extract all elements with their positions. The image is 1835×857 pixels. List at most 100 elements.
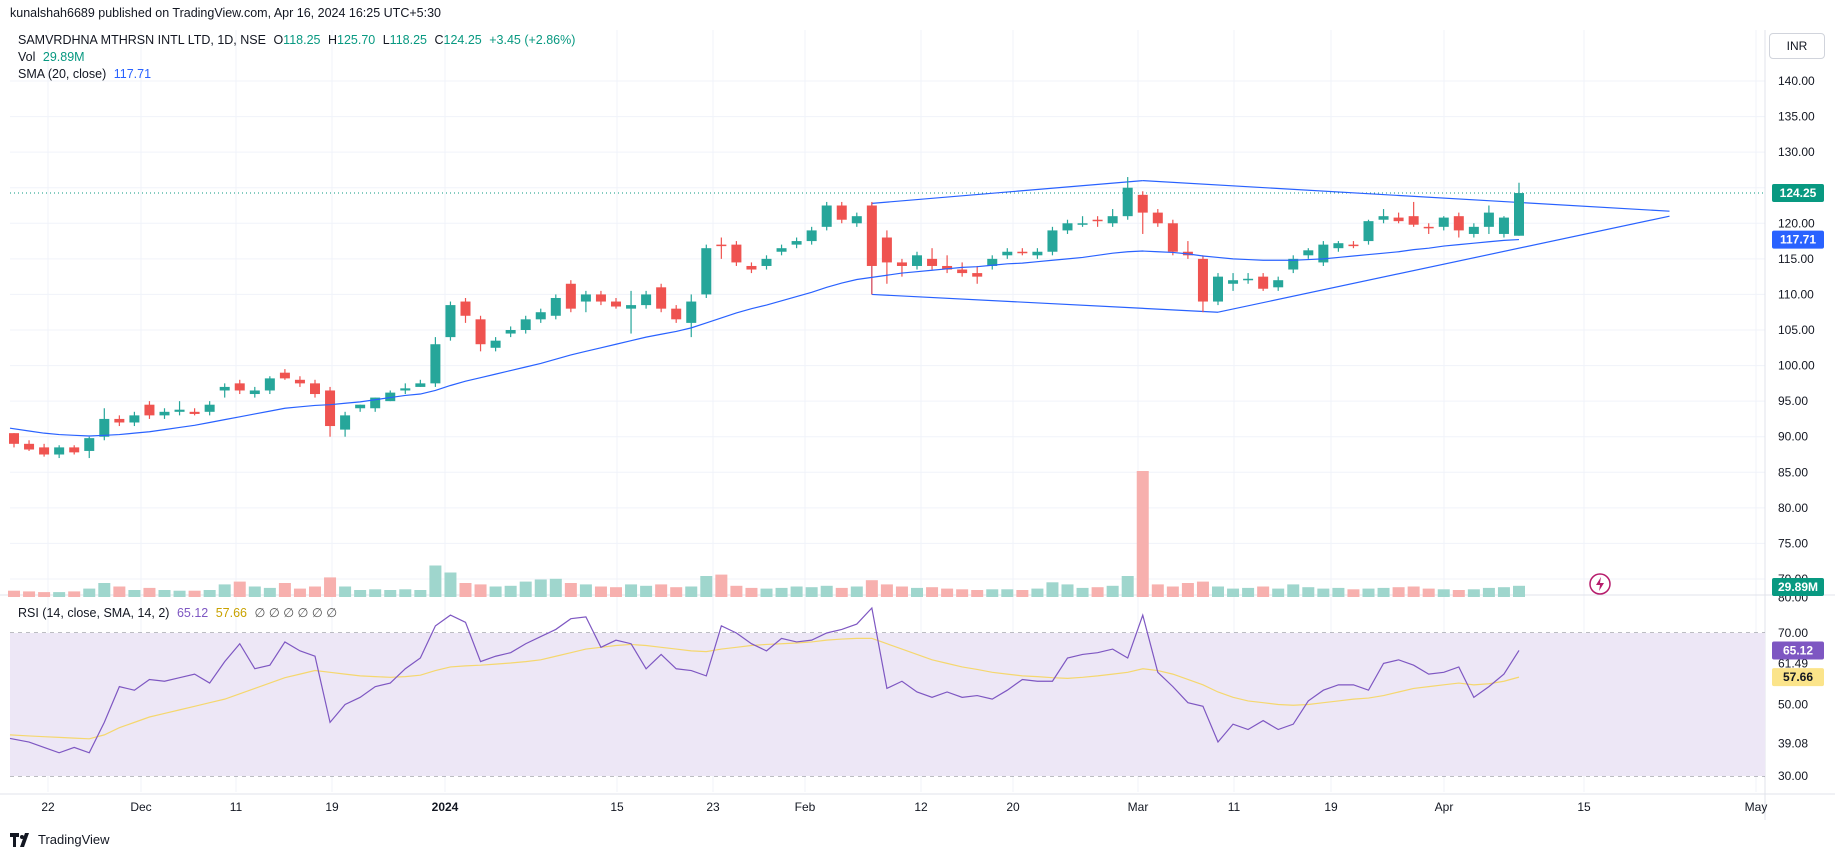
candle: [1273, 276, 1284, 291]
close-value: 124.25: [443, 33, 482, 47]
rsi-sma-badge: 57.66: [1783, 670, 1813, 684]
candle: [1483, 205, 1494, 234]
volume-bar: [1362, 588, 1375, 597]
candle: [475, 315, 486, 352]
candle: [957, 262, 968, 277]
volume-bar: [83, 588, 96, 597]
candle: [114, 415, 125, 427]
candle: [174, 401, 185, 416]
volume-bar: [850, 586, 863, 597]
volume-bar: [1016, 590, 1029, 597]
candle: [129, 411, 140, 427]
price-tick-label: 95.00: [1778, 394, 1808, 408]
price-tick-label: 140.00: [1778, 74, 1815, 88]
candle: [746, 262, 757, 274]
time-tick-label: 11: [230, 800, 243, 814]
rsi-badge-bg: [1772, 641, 1824, 660]
candle: [1438, 216, 1449, 231]
volume-bar: [504, 585, 517, 597]
candle: [701, 244, 712, 298]
price-tick-label: 130.00: [1778, 145, 1815, 159]
symbol-legend[interactable]: SAMVRDHNA MTHRSN INTL LTD, 1D, NSE O118.…: [18, 33, 575, 47]
candle: [1318, 241, 1329, 266]
lightning-icon[interactable]: [1588, 572, 1612, 596]
volume-bar: [1422, 588, 1435, 597]
candle: [1423, 223, 1434, 234]
publish-info: kunalshah6689 published on TradingView.c…: [10, 6, 441, 20]
sma-badge: 117.71: [1780, 233, 1816, 247]
candle: [1258, 273, 1269, 291]
volume-bar: [429, 565, 442, 597]
volume-bar: [1377, 587, 1390, 597]
close-label: C: [434, 33, 444, 47]
volume-legend[interactable]: Vol 29.89M: [18, 50, 85, 64]
candle: [415, 379, 426, 387]
candle: [626, 290, 637, 334]
time-tick-label: 15: [610, 800, 624, 814]
volume-bar: [113, 586, 126, 597]
candle: [1453, 212, 1464, 238]
volume-bar: [895, 586, 908, 597]
volume-bar: [354, 590, 367, 597]
candle: [1047, 226, 1058, 256]
volume-bar: [173, 590, 186, 597]
volume-bar: [8, 590, 20, 597]
volume-bar: [594, 586, 607, 597]
candle: [927, 248, 938, 270]
candle: [1017, 248, 1028, 256]
volume-bar: [1212, 586, 1224, 597]
price-axis[interactable]: 140.00 135.00 130.00 120.00 115.00 110.00 105.…: [1778, 74, 1815, 586]
volume-bar: [715, 574, 728, 597]
volume-bar: [1046, 582, 1059, 597]
sma-legend[interactable]: SMA (20, close) 117.71: [18, 67, 151, 81]
currency-button[interactable]: INR: [1769, 33, 1825, 59]
candle: [264, 376, 275, 395]
candle: [505, 326, 516, 338]
volume-bar: [1121, 576, 1134, 597]
price-tick-label: 100.00: [1778, 359, 1815, 373]
volume-bar: [369, 589, 382, 597]
open-label: O: [273, 33, 284, 47]
volume-bar: [399, 589, 412, 597]
candle: [460, 297, 471, 323]
rsi-legend[interactable]: RSI (14, close, SMA, 14, 2) 65.12 57.66 …: [18, 605, 337, 620]
volume-bar: [53, 592, 66, 597]
volume-bar: [1497, 587, 1510, 597]
candle: [580, 290, 591, 313]
volume-bar: [1513, 585, 1525, 597]
volume-bar: [880, 584, 893, 597]
volume-bar: [489, 586, 502, 597]
volume-bar: [835, 587, 848, 597]
high-value: 125.70: [337, 33, 376, 47]
volume-bar: [1106, 585, 1119, 597]
candle: [1514, 182, 1524, 236]
axis-badges: 124.25 117.71 29.89M 65.12 57.66: [1772, 184, 1824, 687]
time-tick-label: Dec: [130, 800, 151, 814]
volume-bar: [685, 586, 698, 597]
volume-bar: [68, 591, 81, 597]
time-axis[interactable]: 22 Dec 11 19 2024 15 23 Feb 12 20 Mar 11 19 Apr 15 May: [41, 800, 1767, 814]
volume-bar: [293, 588, 306, 597]
rsi-line: [9, 606, 1520, 754]
volume-bar: [1242, 587, 1255, 597]
candle: [279, 369, 290, 380]
volume-bar: [248, 586, 261, 597]
candle: [1288, 255, 1299, 274]
candle: [1077, 216, 1088, 227]
volume-bar: [1272, 588, 1285, 597]
sma-value: 117.71: [113, 67, 152, 81]
sma-line: [9, 238, 1520, 437]
time-tick-label: Mar: [1128, 800, 1149, 814]
volume-bar: [519, 581, 532, 597]
candle: [400, 383, 411, 395]
tradingview-logo-icon: [10, 832, 29, 847]
candle: [1002, 248, 1013, 259]
candle: [987, 255, 998, 270]
volume-bar: [564, 583, 577, 597]
footer-brand[interactable]: TradingView: [10, 832, 110, 847]
rsi-label: RSI (14, close, SMA, 14, 2): [18, 606, 170, 620]
volume-bar: [474, 584, 487, 597]
candle: [9, 433, 19, 448]
